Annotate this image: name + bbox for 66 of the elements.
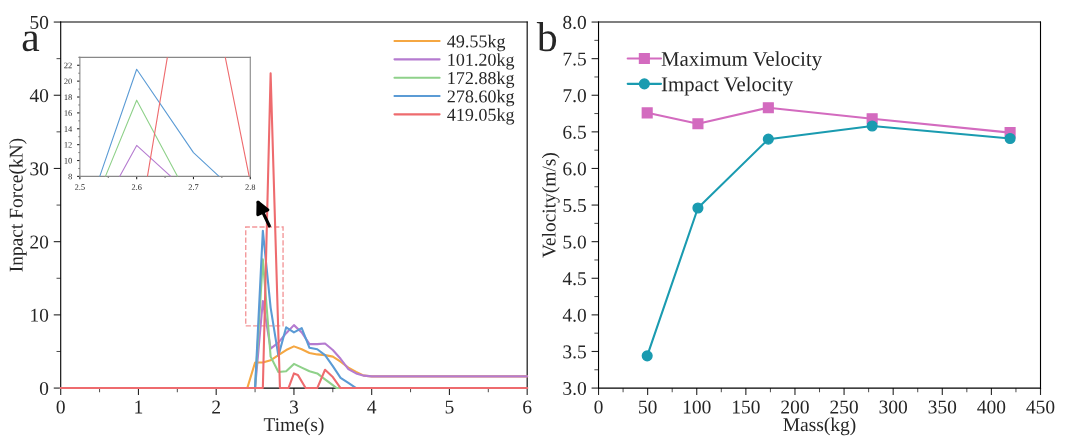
y-tick-label: 3.5 [563, 345, 586, 359]
y-tick-label: 18 [64, 94, 72, 100]
y-tick-label: 30 [30, 162, 49, 176]
y-tick-label: 20 [30, 235, 49, 249]
x-tick-label: 300 [879, 400, 908, 414]
y-tick-label: 40 [29, 89, 49, 103]
x-tick-label: 2.6 [131, 184, 142, 190]
legend-label: 49.55kg [447, 34, 506, 52]
y-axis-title: Inpact Force(kN) [9, 138, 27, 272]
y-tick-label: 6.0 [563, 162, 586, 176]
x-tick-label: 250 [830, 400, 858, 414]
y-tick-label: 6.5 [563, 125, 586, 139]
y-axis-title: Velocity(m/s) [541, 153, 560, 258]
y-tick-label: 10 [31, 308, 49, 322]
point [762, 102, 774, 114]
y-tick-label: 50 [30, 15, 49, 29]
x-tick-label: 2 [212, 400, 220, 414]
y-tick-label: 10 [64, 157, 72, 164]
x-tick-label: 5 [445, 400, 454, 414]
point [762, 133, 774, 145]
legend-label: 101.20kg [448, 53, 515, 70]
point [866, 120, 878, 132]
x-tick-label: 150 [732, 400, 760, 414]
y-tick-label: 12 [64, 142, 72, 148]
x-tick-label: 0 [594, 400, 603, 414]
point [1004, 132, 1016, 145]
x-tick-label: 100 [683, 400, 711, 414]
point [692, 118, 704, 130]
y-tick-label: 5.5 [563, 199, 586, 213]
legend-label: 419.05kg [447, 108, 515, 125]
y-tick-label: 16 [64, 110, 72, 116]
y-tick-label: 5.0 [563, 235, 586, 249]
x-tick-label: 450 [1026, 400, 1055, 414]
text: b [536, 22, 557, 52]
x-tick-label: 50 [639, 400, 657, 414]
y-tick-label: 3.0 [563, 381, 586, 396]
y-tick-label: 8.0 [563, 15, 586, 30]
x-tick-label: 4 [367, 400, 377, 414]
x-tick-label: 2.7 [188, 184, 199, 190]
text: a [22, 31, 40, 52]
x-tick-label: 2.5 [75, 184, 85, 190]
y-tick-label: 7.0 [563, 89, 586, 103]
legend-label: 172.88kg [448, 71, 515, 88]
point [641, 107, 653, 119]
x-tick-label: 200 [781, 400, 809, 414]
y-tick-label: 4.0 [562, 308, 586, 322]
legend-label: Impact Velocity [661, 76, 794, 96]
x-axis-title: Mass(kg) [783, 417, 856, 436]
x-tick-label: 350 [928, 400, 957, 414]
y-tick-label: 0 [39, 381, 49, 396]
x-tick-label: 3 [290, 400, 299, 414]
y-tick-label: 22 [64, 62, 72, 69]
x-tick-label: 1 [135, 400, 143, 414]
y-tick-label: 8 [68, 173, 72, 180]
point [641, 350, 653, 362]
y-tick-label: 7.5 [563, 52, 586, 66]
legend-label: 278.60kg [447, 89, 515, 107]
point [692, 202, 704, 214]
y-tick-label: 20 [64, 78, 72, 85]
x-tick-label: 400 [977, 400, 1006, 414]
y-tick-label: 4.5 [562, 272, 586, 286]
legend-label: Maximum Velocity [661, 51, 823, 71]
x-tick-label: 6 [523, 400, 532, 414]
y-tick-label: 14 [64, 126, 73, 132]
x-tick-label: 2.8 [245, 184, 256, 190]
x-axis-title: Time(s) [263, 417, 324, 436]
